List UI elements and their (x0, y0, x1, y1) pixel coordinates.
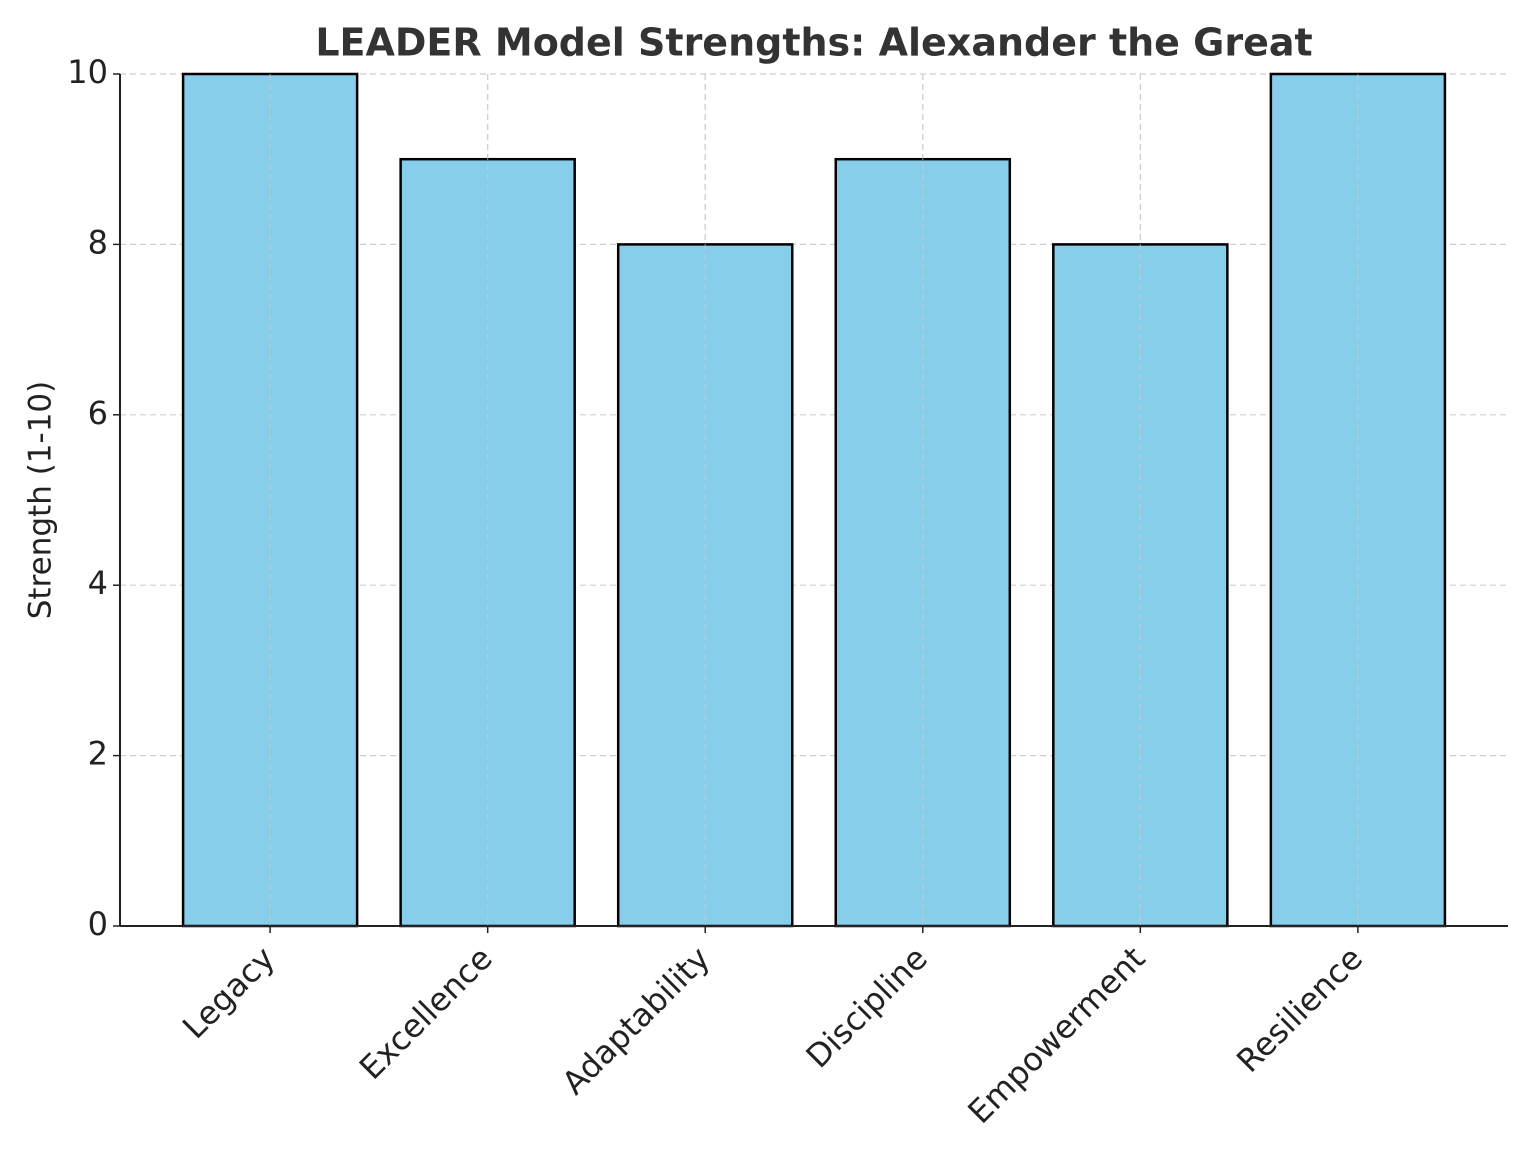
chart-title: LEADER Model Strengths: Alexander the Gr… (315, 21, 1312, 65)
y-tick-label: 6 (88, 394, 108, 432)
y-axis-label: Strength (1-10) (23, 381, 59, 620)
x-tick-label: Excellence (352, 939, 500, 1087)
y-tick-label: 10 (67, 53, 108, 91)
y-tick-label: 8 (88, 223, 108, 261)
x-tick-label: Legacy (175, 939, 282, 1046)
x-tick-label: Discipline (799, 939, 935, 1075)
x-tick-label: Resilience (1229, 939, 1370, 1080)
x-tick-label: Adaptability (554, 939, 717, 1102)
y-tick-label: 4 (88, 564, 108, 602)
y-tick-label: 2 (88, 735, 108, 773)
y-tick-label: 0 (88, 905, 108, 943)
x-tick-label: Empowerment (960, 939, 1152, 1131)
